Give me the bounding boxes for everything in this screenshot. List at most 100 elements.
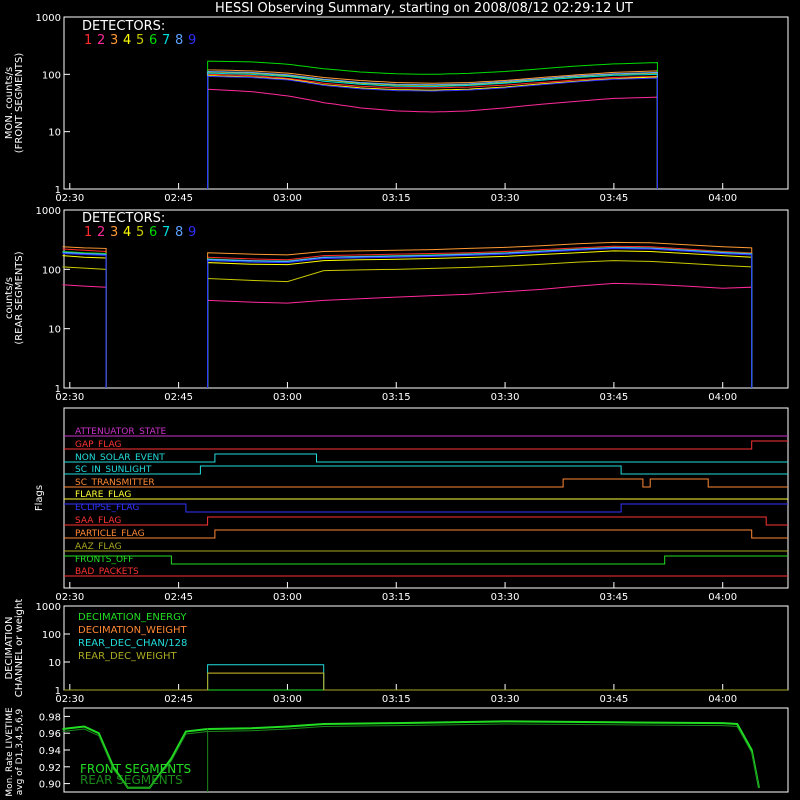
x-tick-label: 04:00	[708, 694, 737, 705]
decimation-panel: DECIMATION CHANNEL or weight DECIMATION_…	[4, 599, 789, 705]
front-ylabel-1: MON. counts/s	[4, 67, 15, 139]
detector-number: 7	[162, 33, 170, 48]
y-tick-label: 1000	[36, 13, 61, 24]
detector-number: 4	[123, 33, 131, 48]
front-ylabel-2: (FRONT SEGMENTS)	[14, 53, 25, 154]
front-series-line	[207, 88, 658, 190]
livetime-series	[62, 720, 760, 792]
x-tick-label: 03:00	[273, 193, 302, 204]
rear-ylabel-1: counts/s	[4, 277, 15, 319]
flag-label: NON_SOLAR_EVENT	[75, 453, 165, 463]
decimation-legend: DECIMATION_ENERGY DECIMATION_WEIGHT REAR_D…	[78, 612, 187, 662]
flag-label: SC_IN_SUNLIGHT	[75, 465, 152, 475]
decimation-xticks: 02:30 02:45 03:00 03:15 03:30 03:45 04:00	[55, 684, 737, 705]
y-tick-label: 1000	[36, 602, 61, 613]
x-tick-label: 02:30	[55, 193, 84, 204]
detector-number: 5	[136, 33, 144, 48]
y-tick-label: 0.92	[39, 763, 61, 774]
detector-number: 2	[97, 225, 105, 240]
x-tick-label: 03:15	[382, 193, 411, 204]
x-tick-label: 04:00	[708, 193, 737, 204]
front-series-line	[207, 75, 658, 190]
x-tick-label: 04:00	[708, 392, 737, 403]
decimation-series	[64, 664, 788, 691]
y-tick-label: 0.94	[39, 746, 61, 757]
flag-label: PARTICLE_FLAG	[75, 529, 145, 539]
rear-yticks: 1 10 100 1000	[36, 206, 70, 395]
flag-label: FLARE_FLAG	[75, 490, 131, 500]
flag-line	[64, 516, 788, 526]
x-tick-label: 03:15	[382, 392, 411, 403]
detector-number: 6	[149, 33, 157, 48]
livetime-line	[62, 723, 760, 789]
flag-line	[64, 503, 788, 513]
x-tick-label: 03:30	[491, 592, 520, 603]
flag-label: GAP_FLAG	[75, 440, 121, 450]
flag-line	[64, 440, 788, 450]
detector-number: 9	[188, 33, 196, 48]
flags-xticks: 02:30 02:45 03:00 03:15 03:30 03:45 04:00	[55, 582, 737, 603]
rear-counts-frame	[63, 209, 789, 389]
figure-title: HESSI Observing Summary, starting on 200…	[215, 1, 633, 16]
rear-detectors-label: DETECTORS:	[82, 211, 165, 226]
x-tick-label: 04:00	[708, 592, 737, 603]
x-tick-label: 03:00	[273, 694, 302, 705]
detector-number: 3	[110, 225, 118, 240]
flag-line	[64, 465, 788, 475]
y-tick-label: 0.98	[39, 712, 61, 723]
flag-line	[64, 555, 788, 565]
x-tick-label: 03:00	[273, 592, 302, 603]
front-series-line	[206, 70, 658, 190]
x-tick-label: 03:15	[382, 592, 411, 603]
rear-series-line	[62, 248, 753, 388]
flag-line	[64, 453, 788, 463]
y-tick-label: 1	[55, 185, 61, 196]
x-tick-label: 03:15	[382, 694, 411, 705]
y-tick-label: 1000	[36, 206, 61, 217]
front-series-line	[207, 69, 658, 190]
flag-label: SAA_FLAG	[75, 516, 121, 526]
front-series-line	[207, 71, 658, 190]
front-series-line	[207, 60, 658, 190]
front-series-line	[206, 73, 658, 190]
x-tick-label: 02:45	[164, 193, 193, 204]
livetime-yticks: 0.90 0.92 0.94 0.96 0.98	[39, 712, 70, 791]
x-tick-label: 03:45	[599, 193, 628, 204]
flag-line	[64, 529, 788, 539]
detector-number: 1	[84, 225, 92, 240]
decimation-ylabel-1: DECIMATION	[4, 616, 15, 679]
livetime-ylabel-2: avg of D1,3,4,5,6,9	[15, 708, 25, 795]
flag-label: ATTENUATOR_STATE	[75, 427, 167, 437]
y-tick-label: 10	[48, 658, 61, 669]
flag-label: SC_TRANSMITTER	[75, 478, 155, 488]
detector-number: 8	[175, 225, 183, 240]
decimation-legend-item: REAR_DEC_WEIGHT	[78, 651, 177, 662]
detector-number: 5	[136, 225, 144, 240]
flag-line	[64, 478, 788, 488]
rear-xticks: 02:30 02:45 03:00 03:15 03:30 03:45 04:00	[55, 382, 737, 403]
front-series	[206, 60, 658, 190]
y-tick-label: 100	[42, 70, 61, 81]
decimation-legend-item: DECIMATION_WEIGHT	[78, 625, 187, 636]
y-tick-label: 0.90	[39, 780, 61, 791]
livetime-legend-item: FRONT SEGMENTS	[80, 762, 191, 776]
x-tick-label: 02:30	[55, 392, 84, 403]
front-series-line	[207, 75, 658, 190]
flags-ylabel: Flags	[34, 485, 45, 511]
x-tick-label: 03:45	[599, 694, 628, 705]
flag-label: FRONTS_OFF	[75, 555, 133, 565]
x-tick-label: 03:45	[599, 592, 628, 603]
front-yticks: 1 10 100 1000	[36, 13, 70, 196]
livetime-legend-item: REAR SEGMENTS	[80, 773, 183, 787]
decimation-line	[64, 672, 788, 691]
detector-number: 7	[162, 225, 170, 240]
front-series-line	[207, 72, 658, 190]
y-tick-label: 0.96	[39, 729, 61, 740]
decimation-ylabel-2: CHANNEL or weight	[14, 599, 25, 698]
x-tick-label: 03:45	[599, 392, 628, 403]
